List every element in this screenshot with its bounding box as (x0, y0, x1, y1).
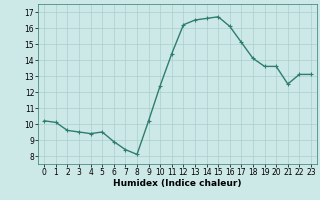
X-axis label: Humidex (Indice chaleur): Humidex (Indice chaleur) (113, 179, 242, 188)
